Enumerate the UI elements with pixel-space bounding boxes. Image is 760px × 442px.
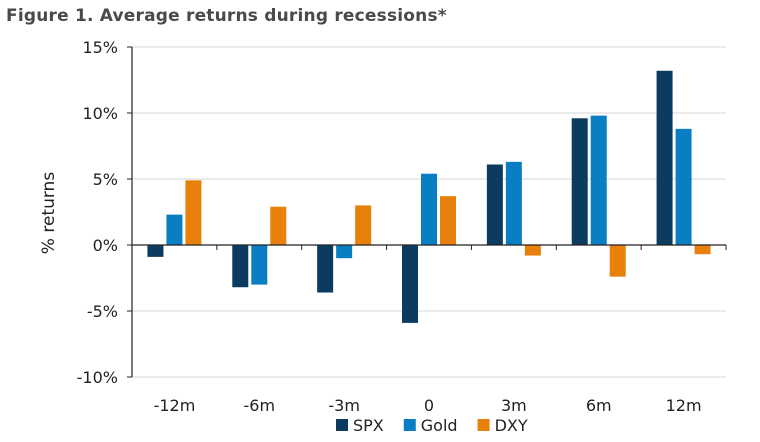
legend-swatch-gold xyxy=(403,419,416,431)
bar-spx xyxy=(147,245,164,257)
y-tick-label: -5% xyxy=(87,302,118,321)
y-tick-label: -10% xyxy=(77,368,118,387)
x-tick-label: 6m xyxy=(586,396,612,415)
x-tick-label: 0 xyxy=(424,396,434,415)
bar-spx xyxy=(402,245,418,323)
bar-spx xyxy=(486,164,503,245)
bar-dxy xyxy=(440,196,456,245)
y-tick-label: 0% xyxy=(93,236,118,255)
bar-gold xyxy=(336,245,353,259)
x-tick-label: 12m xyxy=(666,396,702,415)
bar-spx xyxy=(571,118,588,245)
bar-spx xyxy=(656,70,673,245)
legend: SPX Gold DXY xyxy=(336,416,528,435)
y-tick-label: 10% xyxy=(82,104,118,123)
x-tick-label: -6m xyxy=(244,396,276,415)
y-tick-labels: 15% 10% 5% 0% -5% -10% xyxy=(77,38,118,387)
bars xyxy=(147,70,711,323)
legend-label-gold: Gold xyxy=(421,416,458,435)
legend-swatch-dxy xyxy=(477,419,490,431)
y-tick-label: 15% xyxy=(82,38,118,57)
bar-gold xyxy=(421,173,437,245)
bar-dxy xyxy=(609,245,626,277)
bar-dxy xyxy=(185,180,202,245)
x-tick-label: -3m xyxy=(328,396,360,415)
y-tick-label: 5% xyxy=(93,170,118,189)
chart-title: Figure 1. Average returns during recessi… xyxy=(6,6,447,26)
legend-label-dxy: DXY xyxy=(495,416,528,435)
bar-gold xyxy=(251,245,268,285)
bar-gold xyxy=(590,115,607,245)
legend-label-spx: SPX xyxy=(353,416,384,435)
bar-gold xyxy=(166,214,183,245)
y-axis-label: % returns xyxy=(39,172,59,255)
x-tick-label: -12m xyxy=(154,396,196,415)
axes xyxy=(127,46,727,378)
bar-dxy xyxy=(270,206,287,245)
bar-spx xyxy=(317,245,334,293)
x-tick-label: 3m xyxy=(501,396,527,415)
bar-gold xyxy=(675,128,692,245)
bar-dxy xyxy=(524,245,541,256)
bar-gold xyxy=(505,161,522,245)
x-tick-labels: -12m -6m -3m 0 3m 6m 12m xyxy=(154,396,702,415)
bar-dxy xyxy=(355,205,372,245)
bar-spx xyxy=(232,245,249,288)
bar-dxy xyxy=(694,245,711,255)
legend-swatch-spx xyxy=(336,419,348,431)
